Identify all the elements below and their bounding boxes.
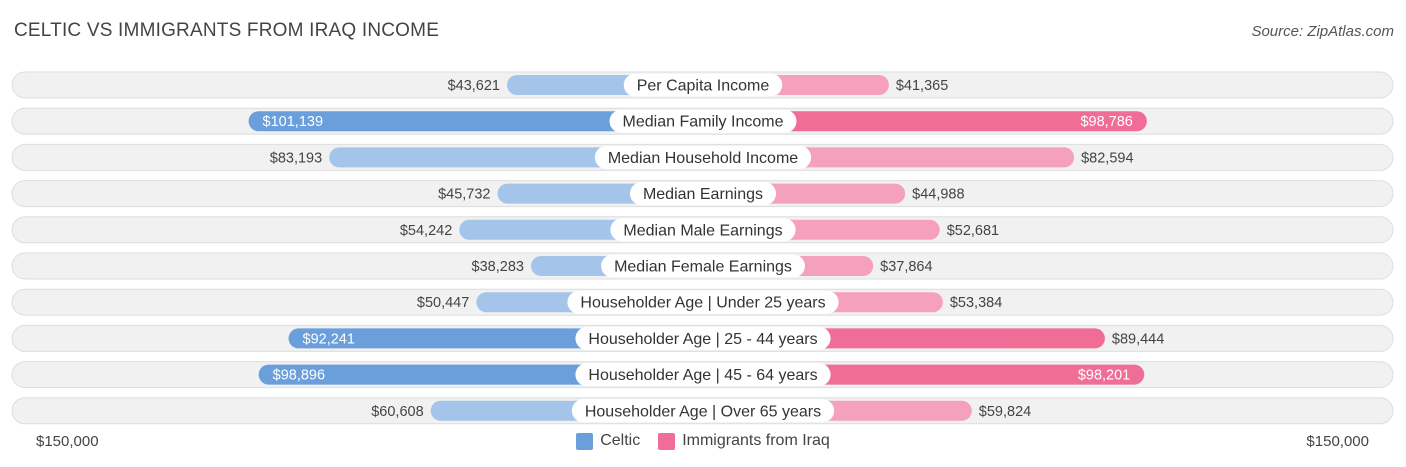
category-pill [575, 326, 831, 350]
category-label: Median Family Income [623, 114, 784, 131]
value-label-iraq: $41,365 [896, 78, 948, 94]
value-label-iraq: $82,594 [1081, 150, 1133, 166]
category-pill [567, 290, 839, 314]
category-label: Householder Age | 25 - 44 years [588, 331, 817, 348]
value-label-celtic: $54,242 [400, 223, 452, 239]
bar-celtic [248, 111, 703, 132]
category-pill [629, 182, 777, 206]
source-label: Source: ZipAtlas.com [1251, 23, 1394, 40]
value-label-celtic: $101,139 [263, 114, 323, 130]
category-label: Householder Age | 45 - 64 years [588, 367, 817, 384]
category-label: Householder Age | Under 25 years [580, 295, 825, 312]
legend-label-iraq: Immigrants from Iraq [682, 432, 830, 449]
legend-item-iraq[interactable]: Immigrants from Iraq [658, 432, 830, 450]
value-label-iraq: $52,681 [947, 223, 999, 239]
category-pill [610, 218, 796, 242]
value-label-celtic: $92,241 [303, 331, 355, 347]
legend-label-celtic: Celtic [600, 432, 641, 449]
bar-iraq [703, 111, 1147, 132]
axis-label-right: $150,000 [1306, 433, 1369, 450]
category-pill [623, 73, 783, 97]
legend-swatch-celtic [576, 432, 594, 450]
legend-item-celtic[interactable]: Celtic [576, 432, 640, 450]
value-label-iraq: $59,824 [979, 404, 1031, 420]
category-label: Median Earnings [643, 186, 763, 203]
value-label-iraq: $53,384 [950, 295, 1002, 311]
legend-swatch-iraq [658, 432, 676, 450]
category-pill [609, 109, 797, 133]
value-label-iraq: $37,864 [880, 259, 932, 275]
value-label-iraq: $44,988 [912, 187, 964, 203]
category-label: Median Male Earnings [623, 222, 782, 239]
value-label-celtic: $60,608 [371, 404, 423, 420]
category-pill [594, 145, 812, 169]
category-pill [571, 399, 835, 423]
value-label-iraq: $98,201 [1078, 368, 1130, 384]
value-label-celtic: $83,193 [270, 150, 322, 166]
chart-title: CELTIC VS IMMIGRANTS FROM IRAQ INCOME [14, 20, 440, 41]
value-label-celtic: $38,283 [472, 259, 524, 275]
category-pill [601, 254, 805, 278]
category-label: Median Female Earnings [614, 259, 792, 276]
value-label-celtic: $43,621 [448, 78, 500, 94]
value-label-celtic: $45,732 [438, 187, 490, 203]
category-pill [575, 363, 831, 387]
category-label: Householder Age | Over 65 years [585, 403, 821, 420]
category-label: Per Capita Income [637, 78, 770, 95]
value-label-iraq: $89,444 [1112, 331, 1164, 347]
category-label: Median Household Income [608, 150, 798, 167]
value-label-celtic: $98,896 [273, 368, 325, 384]
legend: Celtic Immigrants from Iraq [0, 432, 1406, 450]
axis-label-left: $150,000 [36, 433, 99, 450]
value-label-iraq: $98,786 [1080, 114, 1132, 130]
value-label-celtic: $50,447 [417, 295, 469, 311]
